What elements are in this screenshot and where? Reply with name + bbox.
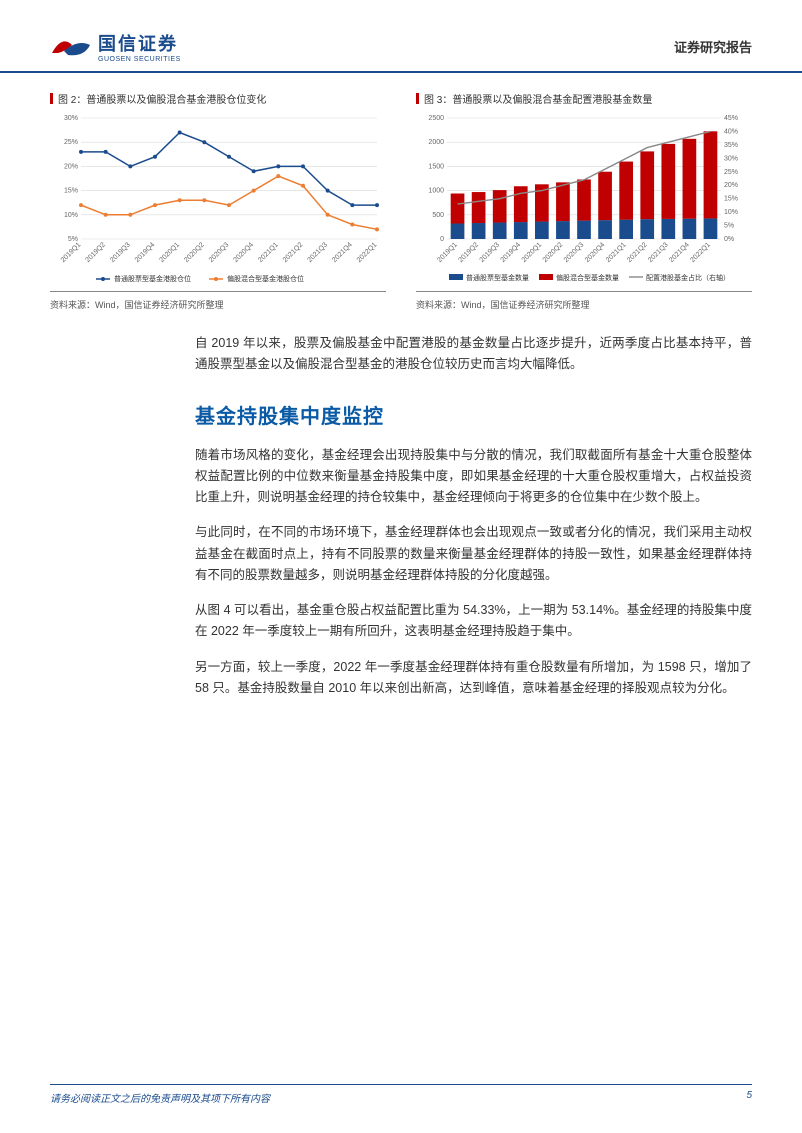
- svg-text:25%: 25%: [64, 139, 78, 146]
- svg-text:2019Q2: 2019Q2: [457, 241, 480, 264]
- svg-text:20%: 20%: [64, 163, 78, 170]
- svg-text:2021Q3: 2021Q3: [307, 241, 330, 264]
- svg-text:1500: 1500: [428, 163, 444, 170]
- paragraph-3: 与此同时，在不同的市场环境下，基金经理群体也会出现观点一致或者分化的情况，我们采…: [195, 522, 752, 586]
- svg-text:30%: 30%: [64, 115, 78, 122]
- svg-text:2021Q1: 2021Q1: [257, 241, 280, 264]
- paragraph-1: 自 2019 年以来，股票及偏股基金中配置港股的基金数量占比逐步提升，近两季度占…: [195, 333, 752, 376]
- paragraph-5: 另一方面，较上一季度，2022 年一季度基金经理群体持有重仓股数量有所增加，为 …: [195, 657, 752, 700]
- paragraph-2: 随着市场风格的变化，基金经理会出现持股集中与分散的情况，我们取截面所有基金十大重…: [195, 445, 752, 509]
- svg-text:2019Q1: 2019Q1: [60, 241, 83, 264]
- svg-text:35%: 35%: [724, 142, 738, 149]
- logo-text-cn: 国信证券: [98, 30, 181, 56]
- svg-text:2020Q1: 2020Q1: [521, 241, 544, 264]
- chart-3-title-text: 图 3：普通股票以及偏股混合基金配置港股基金数量: [424, 91, 652, 106]
- svg-text:2020Q2: 2020Q2: [542, 241, 565, 264]
- svg-text:0%: 0%: [724, 236, 734, 243]
- svg-text:40%: 40%: [724, 128, 738, 135]
- svg-text:偏股混合型基金港股仓位: 偏股混合型基金港股仓位: [227, 274, 304, 283]
- chart-2-block: 图 2：普通股票以及偏股混合基金港股仓位变化 5%10%15%20%25%30%…: [50, 91, 386, 311]
- svg-text:15%: 15%: [724, 196, 738, 203]
- svg-text:2021Q1: 2021Q1: [605, 241, 628, 264]
- svg-text:2019Q2: 2019Q2: [85, 241, 108, 264]
- svg-text:2020Q4: 2020Q4: [233, 241, 256, 264]
- svg-text:偏股混合型基金数量: 偏股混合型基金数量: [556, 273, 619, 282]
- section-heading: 基金持股集中度监控: [195, 400, 752, 429]
- svg-text:2022Q1: 2022Q1: [689, 241, 712, 264]
- svg-text:配置港股基金占比（右轴）: 配置港股基金占比（右轴）: [646, 273, 730, 282]
- svg-text:2019Q3: 2019Q3: [109, 241, 132, 264]
- svg-text:2500: 2500: [428, 115, 444, 122]
- charts-row: 图 2：普通股票以及偏股混合基金港股仓位变化 5% 10% 15% 20% 25% 30%…: [50, 91, 752, 311]
- svg-text:2020Q2: 2020Q2: [183, 241, 206, 264]
- svg-text:普通股票型基金数量: 普通股票型基金数量: [466, 273, 529, 282]
- chart-2-title: 图 2：普通股票以及偏股混合基金港股仓位变化: [50, 91, 386, 106]
- svg-text:25%: 25%: [724, 169, 738, 176]
- chart-2-title-text: 图 2：普通股票以及偏股混合基金港股仓位变化: [58, 91, 266, 106]
- svg-text:普通股票型基金港股仓位: 普通股票型基金港股仓位: [114, 274, 191, 283]
- svg-text:10%: 10%: [724, 209, 738, 216]
- svg-text:2021Q3: 2021Q3: [647, 241, 670, 264]
- svg-text:1000: 1000: [428, 188, 444, 195]
- page-header: 国信证券 GUOSEN SECURITIES 证券研究报告: [0, 0, 802, 73]
- svg-text:15%: 15%: [64, 188, 78, 195]
- body-text: 自 2019 年以来，股票及偏股基金中配置港股的基金数量占比逐步提升，近两季度占…: [195, 333, 752, 699]
- page-footer: 请务必阅读正文之后的免责声明及其项下所有内容 5: [50, 1084, 752, 1105]
- chart-3-source: 资料来源：Wind，国信证券经济研究所整理: [416, 291, 752, 311]
- svg-text:30%: 30%: [724, 155, 738, 162]
- svg-text:2019Q1: 2019Q1: [436, 241, 459, 264]
- svg-text:0: 0: [440, 236, 444, 243]
- paragraph-4: 从图 4 可以看出，基金重仓股占权益配置比重为 54.33%，上一期为 53.1…: [195, 600, 752, 643]
- red-bar-icon: [416, 93, 419, 104]
- svg-text:2019Q4: 2019Q4: [134, 241, 157, 264]
- chart-3-title: 图 3：普通股票以及偏股混合基金配置港股基金数量: [416, 91, 752, 106]
- svg-text:2021Q4: 2021Q4: [668, 241, 691, 264]
- logo-text: 国信证券 GUOSEN SECURITIES: [98, 30, 181, 63]
- chart-3-block: 图 3：普通股票以及偏股混合基金配置港股基金数量 0 500 1000 1500 200…: [416, 91, 752, 311]
- footer-disclaimer: 请务必阅读正文之后的免责声明及其项下所有内容: [50, 1090, 270, 1105]
- logo-area: 国信证券 GUOSEN SECURITIES: [50, 30, 181, 63]
- chart-2-source: 资料来源：Wind，国信证券经济研究所整理: [50, 291, 386, 311]
- report-type-label: 证券研究报告: [674, 37, 752, 56]
- svg-text:2019Q4: 2019Q4: [500, 241, 523, 264]
- logo-text-en: GUOSEN SECURITIES: [98, 56, 181, 63]
- svg-text:2000: 2000: [428, 139, 444, 146]
- svg-text:2022Q1: 2022Q1: [356, 241, 379, 264]
- red-bar-icon: [50, 93, 53, 104]
- svg-text:10%: 10%: [64, 212, 78, 219]
- svg-text:500: 500: [432, 212, 444, 219]
- svg-text:20%: 20%: [724, 182, 738, 189]
- svg-text:2020Q3: 2020Q3: [563, 241, 586, 264]
- svg-text:2021Q2: 2021Q2: [282, 241, 305, 264]
- svg-text:2019Q3: 2019Q3: [479, 241, 502, 264]
- chart-2-canvas: 5%10%15%20%25%30%2019Q12019Q22019Q32019Q…: [50, 112, 386, 287]
- svg-text:2021Q2: 2021Q2: [626, 241, 649, 264]
- page-number: 5: [746, 1090, 752, 1105]
- svg-text:45%: 45%: [724, 115, 738, 122]
- svg-text:2021Q4: 2021Q4: [331, 241, 354, 264]
- svg-text:5%: 5%: [724, 223, 734, 230]
- svg-text:2020Q3: 2020Q3: [208, 241, 231, 264]
- svg-text:2020Q4: 2020Q4: [584, 241, 607, 264]
- chart-3-canvas: 0 500 1000 1500 2000 2500 0% 5% 10% 15% 20% 25% 30% 3…: [416, 112, 752, 287]
- guosen-logo-icon: [50, 33, 92, 61]
- svg-text:2020Q1: 2020Q1: [159, 241, 182, 264]
